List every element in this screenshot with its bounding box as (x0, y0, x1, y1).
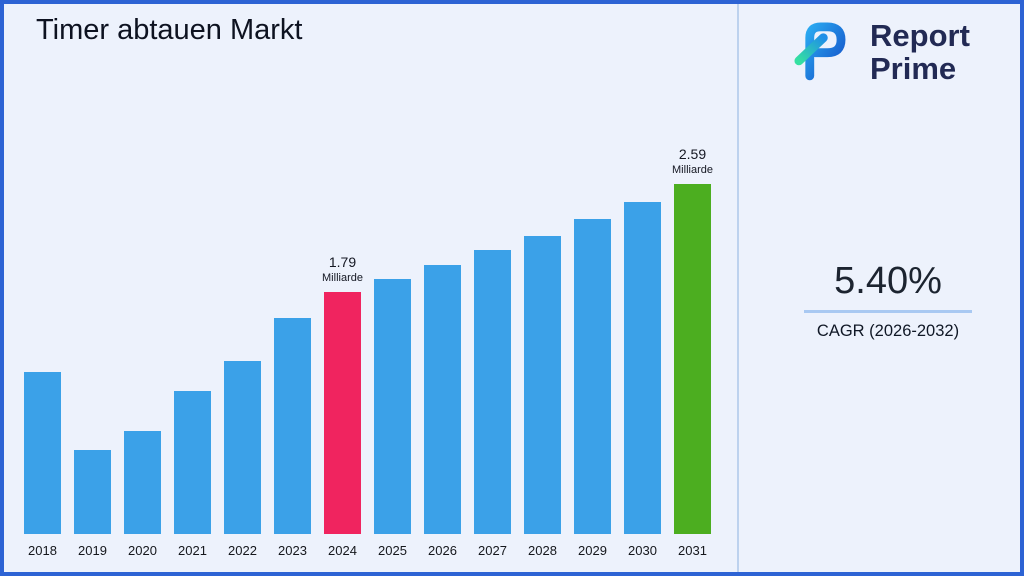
x-tick-2028: 2028 (528, 543, 557, 558)
vertical-divider (737, 4, 739, 572)
bar-2031 (674, 184, 711, 534)
bar-2022 (224, 361, 261, 534)
bar-2027 (474, 250, 511, 534)
x-tick-2023: 2023 (278, 543, 307, 558)
bar-group-2019: 2019 (74, 450, 111, 558)
bar-2020 (124, 431, 161, 534)
x-tick-2018: 2018 (28, 543, 57, 558)
bar-2029 (574, 219, 611, 534)
bar-group-2027: 2027 (474, 250, 511, 558)
bar-2028 (524, 236, 561, 534)
annotation-unit: Milliarde (322, 272, 363, 284)
bar-2023 (274, 318, 311, 534)
annotation-value: 2.59 (678, 146, 707, 162)
bar-2024 (324, 292, 361, 534)
bar-chart: 2018 2019 2020 2021 2022 2023 1.79 Milliarde 202… (24, 146, 713, 558)
report-prime-logo-icon (786, 16, 858, 89)
x-tick-2021: 2021 (178, 543, 207, 558)
bar-group-2018: 2018 (24, 372, 61, 558)
annotation-value: 1.79 (328, 254, 357, 270)
x-tick-2027: 2027 (478, 543, 507, 558)
bar-group-2031: 2.59 Milliarde 2031 (672, 146, 713, 558)
x-tick-2029: 2029 (578, 543, 607, 558)
bar-2021 (174, 391, 211, 534)
brand-name-line2: Prime (870, 50, 957, 86)
brand-name: Report Prime (870, 17, 970, 86)
bar-group-2022: 2022 (224, 361, 261, 558)
bar-group-2026: 2026 (424, 265, 461, 558)
brand-logo: Report Prime (786, 16, 970, 89)
bar-group-2023: 2023 (274, 318, 311, 558)
bar-group-2030: 2030 (624, 202, 661, 558)
bar-annotation-2024: 1.79 Milliarde (322, 254, 363, 284)
bar-group-2020: 2020 (124, 431, 161, 558)
x-tick-2022: 2022 (228, 543, 257, 558)
x-tick-2031: 2031 (678, 543, 707, 558)
cagr-label: CAGR (2026-2032) (816, 322, 960, 340)
bar-group-2024: 1.79 Milliarde 2024 (322, 254, 363, 558)
x-tick-2020: 2020 (128, 543, 157, 558)
bar-annotation-2031: 2.59 Milliarde (672, 146, 713, 176)
brand-name-line1: Report (870, 17, 970, 53)
bar-2026 (424, 265, 461, 534)
bar-2025 (374, 279, 411, 534)
bar-group-2021: 2021 (174, 391, 211, 558)
cagr-value: 5.40% (834, 260, 942, 302)
bar-group-2025: 2025 (374, 279, 411, 558)
bar-group-2029: 2029 (574, 219, 611, 558)
cagr-block: 5.40% CAGR (2026-2032) (804, 260, 972, 341)
bar-2030 (624, 202, 661, 534)
annotation-unit: Milliarde (672, 164, 713, 176)
bar-2019 (74, 450, 111, 534)
bar-2018 (24, 372, 61, 534)
x-tick-2030: 2030 (628, 543, 657, 558)
page-title: Timer abtauen Markt (36, 14, 303, 46)
cagr-underline (804, 310, 972, 313)
bar-group-2028: 2028 (524, 236, 561, 558)
x-tick-2024: 2024 (328, 543, 357, 558)
x-tick-2026: 2026 (428, 543, 457, 558)
x-tick-2025: 2025 (378, 543, 407, 558)
x-tick-2019: 2019 (78, 543, 107, 558)
